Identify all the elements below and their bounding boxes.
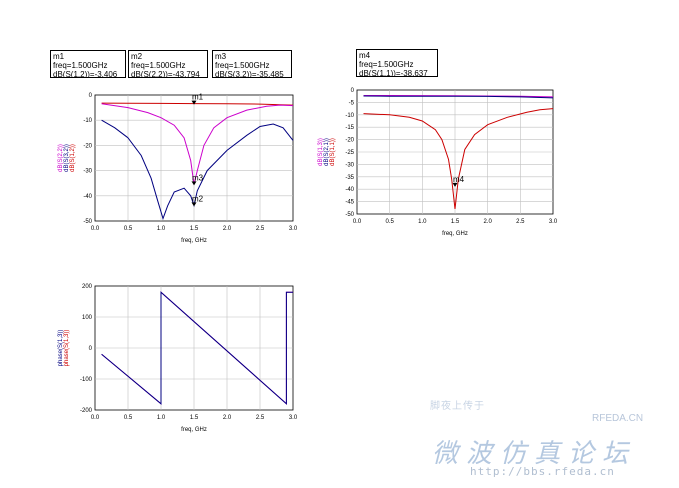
y-tick-label: 0 [351,88,355,94]
marker-box-m2: m2 freq=1.500GHz dB(S(2,2))=-43.794 [128,50,208,78]
watermark-brand: RFEDA.CN [592,413,644,424]
y-tick-label: -15 [345,125,354,131]
watermark-url: http://bbs.rfeda.cn [470,465,615,478]
marker-m3-label: m3 [192,173,204,182]
y-tick-label: -30 [345,162,354,168]
y-tick-label: -100 [80,377,93,383]
y-tick-label: -30 [83,169,92,175]
marker-freq: freq=1.500GHz [53,61,108,70]
x-axis-label: freq, GHz [181,238,207,244]
y-axis-label: dB(S(2,1)) [324,138,330,166]
x-tick-label: 0.0 [353,219,362,225]
x-axis-label: freq, GHz [442,231,468,237]
y-tick-label: -45 [345,200,354,206]
series-line-2 [101,103,294,185]
x-tick-label: 0.5 [385,219,394,225]
x-tick-label: 0.5 [124,226,133,232]
y-tick-label: 0 [89,346,93,352]
marker-m1-triangle [191,100,197,105]
y-axis-label: dB(S(1,2)) [70,144,76,172]
x-tick-label: 0.0 [91,226,100,232]
x-tick-label: 2.0 [223,226,232,232]
x-tick-label: 2.5 [256,226,265,232]
series-line-3 [101,119,294,221]
x-tick-label: 2.0 [483,219,492,225]
y-tick-label: -50 [345,212,354,218]
y-axis-label: phase(S(1,3)) [58,330,64,367]
marker-m2-label: m2 [192,194,204,203]
marker-box-m3: m3 freq=1.500GHz dB(S(3,2))=-35.485 [212,50,292,78]
marker-name: m4 [359,51,371,60]
y-axis-label: dB(S(2,2)) [58,144,64,172]
marker-freq: freq=1.500GHz [215,61,270,70]
x-tick-label: 1.5 [190,226,199,232]
x-tick-label: 3.0 [289,226,298,232]
x-tick-label: 2.0 [223,415,232,421]
marker-box-m1: m1 freq=1.500GHz dB(S(1,2))=-3.406 [50,50,126,78]
y-tick-label: -200 [80,408,93,414]
watermark-uploader: 脚夜上传于 [430,401,485,412]
y-axis-label: dB(S(1,3)) [318,138,324,166]
y-tick-label: -25 [345,150,354,156]
x-axis-label: freq, GHz [181,427,207,433]
y-axis-label: dB(S(1,1)) [330,138,336,166]
y-tick-label: -40 [345,187,354,193]
series-line-2 [101,291,293,405]
x-tick-label: 1.0 [157,415,166,421]
x-tick-label: 1.5 [451,219,460,225]
y-tick-label: 200 [82,284,93,290]
plot3-group: 0.0 0.5 1.0 1.5 2.0 2.5 3.0 200 100 0 -100 -200 freq… [58,284,298,433]
marker-freq: freq=1.500GHz [131,61,186,70]
x-tick-label: 1.0 [418,219,427,225]
y-tick-label: -20 [83,143,92,149]
marker-m4-label: m4 [453,175,465,184]
x-tick-label: 2.5 [256,415,265,421]
marker-value: dB(S(1,1))=-38.637 [359,69,428,77]
x-tick-label: 3.0 [289,415,298,421]
y-axis-label: dB(S(3,2)) [64,144,70,172]
marker-m1-label: m1 [192,93,204,102]
y-tick-label: -35 [345,175,354,181]
marker-name: m3 [215,52,227,61]
x-tick-label: 3.0 [549,219,558,225]
plot1-group: 0.0 0.5 1.0 1.5 2.0 2.5 3.0 0 -10 -20 -30 -40 -50 fre… [58,93,298,244]
y-tick-label: -40 [83,194,92,200]
y-tick-label: -20 [345,138,354,144]
x-tick-label: 1.5 [190,415,199,421]
marker-m3-triangle [191,181,197,186]
marker-name: m1 [53,52,65,61]
marker-value: dB(S(2,2))=-43.794 [131,70,200,78]
x-tick-label: 0.5 [124,415,133,421]
plot2-group: 0.0 0.5 1.0 1.5 2.0 2.5 3.0 0 -5 -10 -15 -20 -25 -30 -… [318,88,558,237]
marker-name: m2 [131,52,143,61]
marker-box-m4: m4 freq=1.500GHz dB(S(1,1))=-38.637 [356,49,438,77]
marker-value: dB(S(3,2))=-35.485 [215,70,284,78]
x-tick-label: 2.5 [516,219,525,225]
x-tick-label: 0.0 [91,415,100,421]
marker-value: dB(S(1,2))=-3.406 [53,70,118,78]
marker-m2-triangle [191,202,197,207]
x-tick-label: 1.0 [157,226,166,232]
y-tick-label: -5 [349,100,355,106]
y-tick-label: -50 [83,219,92,225]
y-axis-label: phase(S(1,3)) [64,330,70,367]
y-tick-label: -10 [345,113,354,119]
y-tick-label: 0 [89,93,93,99]
y-tick-label: 100 [82,315,93,321]
series-line-2 [363,95,554,99]
watermark: 脚夜上传于 RFEDA.CN 微波仿真论坛 http://bbs.rfeda.c… [420,395,675,485]
y-tick-label: -10 [83,118,92,124]
watermark-title: 微波仿真论坛 [432,439,637,469]
series-line-3 [363,108,554,210]
marker-m4-triangle [452,182,458,187]
marker-freq: freq=1.500GHz [359,60,414,69]
